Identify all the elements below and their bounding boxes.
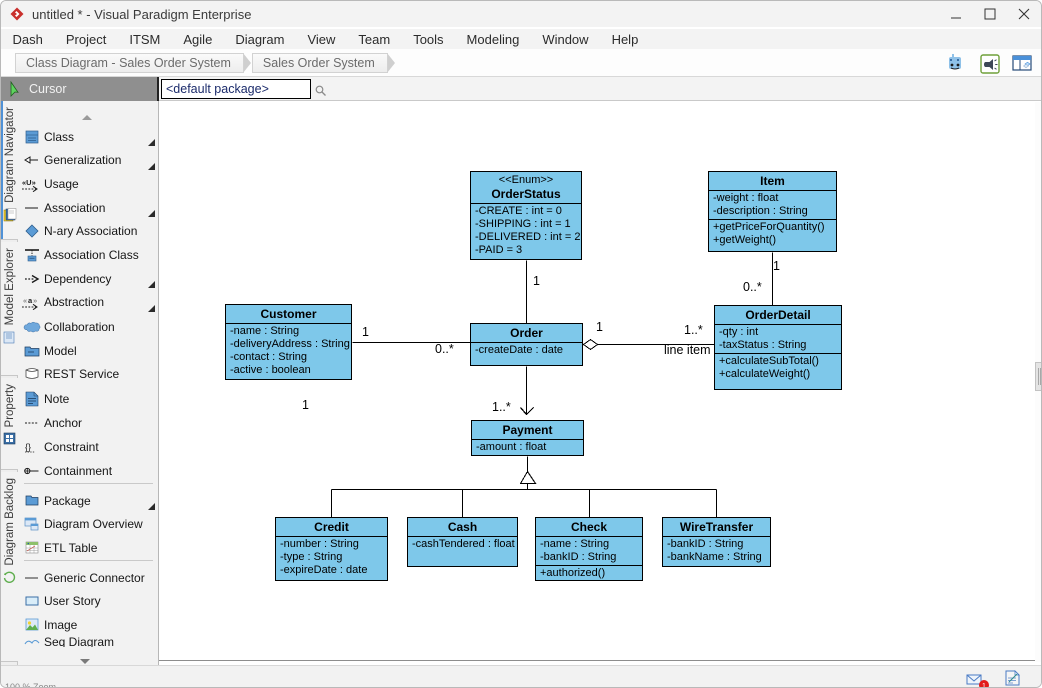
svg-text:«: « [23,296,27,305]
svg-text:{}: {} [25,442,31,452]
svg-text:«U»: «U» [22,178,36,187]
svg-text:»: » [33,296,37,305]
svg-text:1: 1 [982,683,986,688]
